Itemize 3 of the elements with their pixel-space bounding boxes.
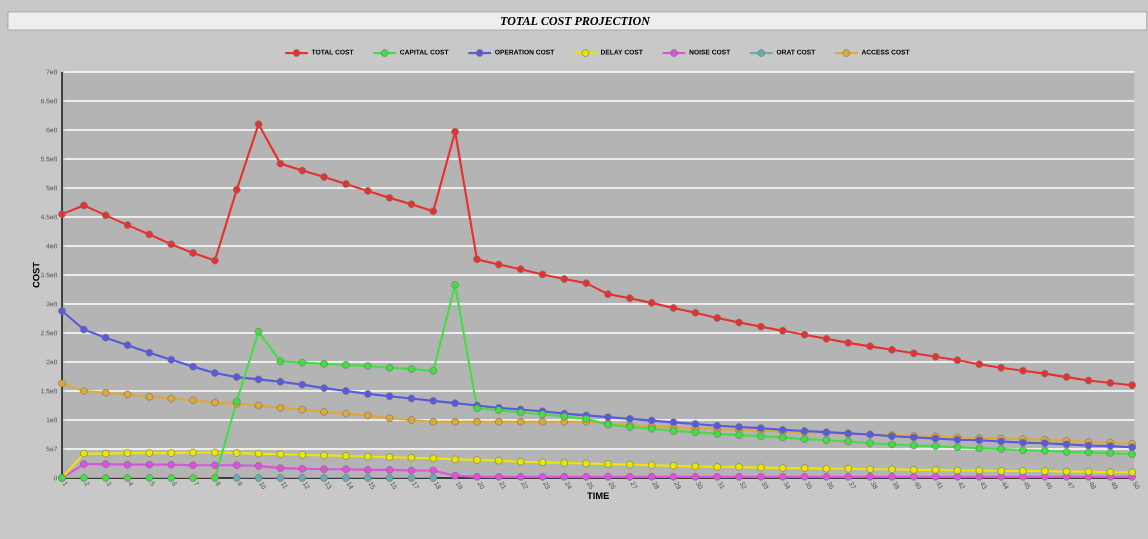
chart-title: TOTAL COST PROJECTION [500,16,651,26]
x-axis-title: TIME [587,492,609,499]
y-axis-title: COST [32,262,40,288]
